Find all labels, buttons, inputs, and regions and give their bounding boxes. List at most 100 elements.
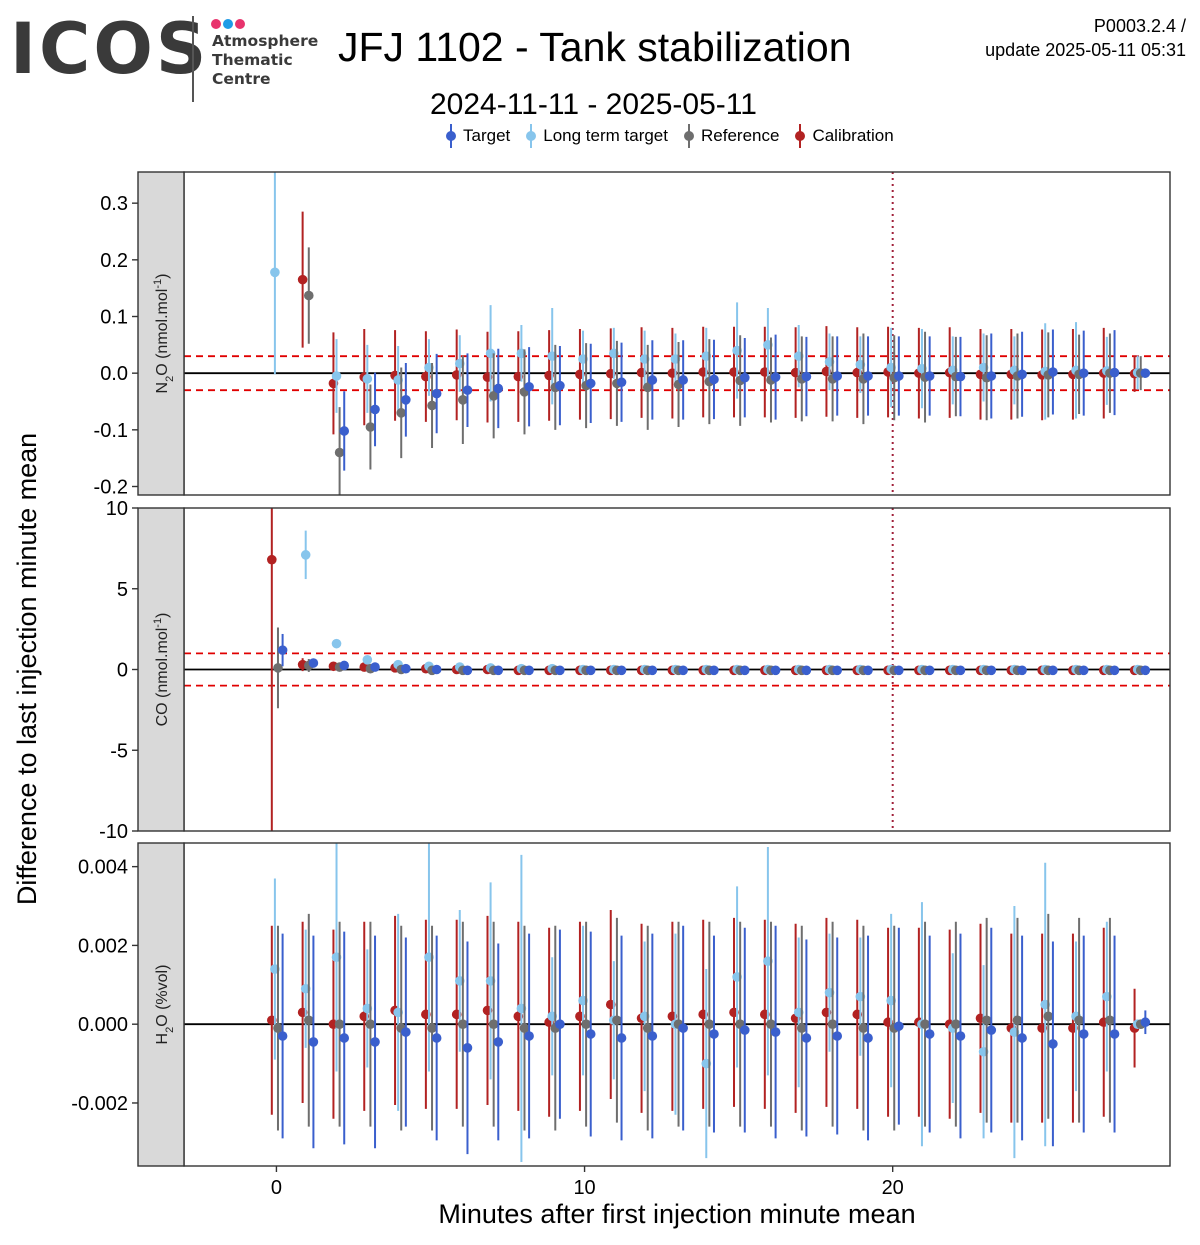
y-tick-label: -0.2 (94, 477, 128, 499)
reference-point (303, 1015, 314, 1026)
strip-label-main: N (154, 382, 171, 394)
strip-label-text: O (%vol) (154, 965, 171, 1027)
target-point (924, 1029, 935, 1039)
target-point (770, 372, 781, 382)
target-point (555, 380, 565, 391)
y-tick-label: 0.004 (78, 857, 128, 879)
target-point (431, 664, 442, 675)
target-point (339, 1033, 350, 1043)
target-point (894, 665, 904, 676)
target-point (308, 1037, 319, 1047)
target-point (524, 665, 534, 676)
target-point (1140, 368, 1151, 378)
reference-point (1043, 1011, 1054, 1022)
panel-plot-area (184, 843, 1170, 1163)
reference-point (365, 1019, 376, 1029)
reference-point (1012, 1015, 1023, 1026)
target-point (1109, 1029, 1120, 1039)
target-point (1078, 665, 1089, 676)
target-point (863, 1033, 873, 1043)
panel-background (184, 172, 1170, 495)
legend-item-target: Target (444, 123, 510, 149)
target-point (832, 1031, 843, 1041)
icos-logo: ICOS (10, 8, 210, 90)
reference-point (365, 422, 376, 432)
target-point (770, 1027, 781, 1037)
y-tick-label: 0.1 (100, 307, 128, 329)
strip-background (137, 842, 185, 1167)
y-tick-label: 5 (117, 579, 128, 601)
target-point (647, 375, 658, 385)
longterm-point (331, 371, 342, 381)
panel-2: H2O (%vol) -0.002 0.000 0.002 0.004 (71, 842, 1171, 1167)
target-point (647, 665, 658, 676)
reference-point (334, 1019, 345, 1029)
strip-background (137, 171, 185, 496)
target-point (986, 665, 997, 676)
target-point (370, 1037, 380, 1047)
x-tick-label: 10 (573, 1177, 595, 1199)
target-point (801, 371, 812, 382)
y-tick-label: -10 (99, 821, 128, 843)
strip-label: N2O (nmol.mol-1) (152, 274, 176, 394)
target-point (894, 371, 904, 381)
target-point (863, 665, 873, 676)
target-point (1048, 367, 1058, 377)
reference-point (1105, 1015, 1115, 1026)
reference-point (488, 1019, 499, 1029)
strip-label-sup: -1 (152, 279, 164, 289)
target-point (616, 665, 627, 676)
y-tick-label: 10 (106, 498, 128, 520)
target-point (1078, 368, 1089, 378)
target-point (555, 1019, 565, 1029)
reference-point (766, 1019, 776, 1029)
target-point (739, 372, 750, 383)
target-point (647, 1031, 658, 1041)
target-point (986, 371, 997, 381)
reference-point (642, 1023, 653, 1033)
strip-label-sup: -1 (152, 618, 164, 628)
strip-label-sub: 2 (164, 1027, 176, 1033)
longterm-point (331, 638, 342, 649)
panel-1: CO (nmol.mol-1) -10 -5 0 5 10 (99, 498, 1171, 843)
target-point (739, 665, 750, 676)
target-point (924, 371, 935, 381)
target-point (308, 658, 319, 668)
reference-point (981, 1015, 992, 1026)
legend-item-calibration: Calibration (793, 123, 894, 149)
y-axis-label: Difference to last injection minute mean (12, 433, 42, 905)
target-point (401, 663, 411, 674)
target-point (585, 665, 596, 676)
reference-point (396, 408, 407, 418)
version-info: P0003.2.4 / update 2025-05-11 05:31 (985, 14, 1186, 62)
target-point (1109, 665, 1120, 676)
reference-point (796, 1023, 807, 1033)
y-tick-label: -5 (110, 740, 128, 762)
reference-point (642, 382, 653, 393)
strip-background (137, 507, 185, 832)
target-point (1017, 1033, 1027, 1043)
panel-plot-area (184, 508, 1170, 831)
target-point (709, 374, 719, 385)
target-point (955, 371, 966, 382)
target-point (1140, 1017, 1151, 1028)
legend-label-reference: Reference (701, 126, 780, 145)
chart-subtitle: 2024-11-11 - 2025-05-11 (430, 88, 757, 121)
target-point (863, 371, 873, 381)
target-point (524, 1031, 534, 1041)
reference-point (519, 1023, 530, 1033)
y-tick-label: 0.3 (100, 193, 128, 215)
target-point (1140, 665, 1151, 676)
panel-plot-area (184, 172, 1170, 495)
target-point (277, 645, 288, 655)
logo-sub-line-2: Thematic (212, 51, 293, 69)
legend-item-long-term-target: Long term target (524, 123, 668, 149)
reference-point (334, 447, 345, 458)
target-point (709, 665, 719, 676)
target-point (431, 1033, 442, 1043)
target-point (277, 1031, 288, 1041)
target-point (401, 395, 411, 405)
calibration-point (267, 554, 277, 565)
y-tick-label: 0 (117, 660, 128, 682)
